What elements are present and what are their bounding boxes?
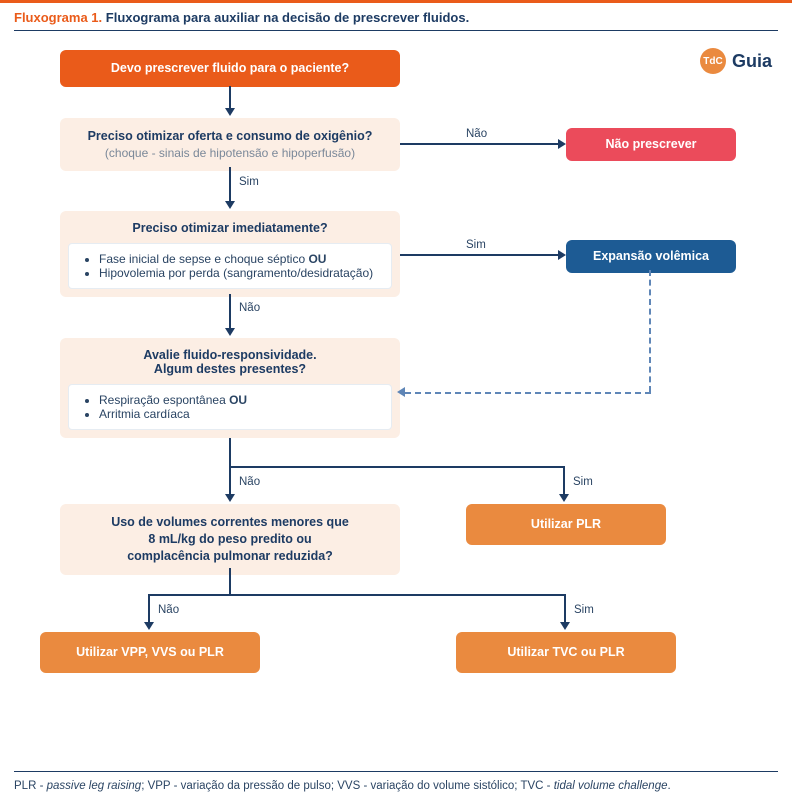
edge-h: [400, 254, 560, 256]
edge-label-nao: Não: [239, 476, 260, 488]
footer-glossary: PLR - passive leg raising; VPP - variaçã…: [14, 780, 778, 792]
expand-text: Expansão volêmica: [593, 249, 709, 263]
node-low-volume-question: Uso de volumes correntes menores que 8 m…: [60, 504, 400, 575]
edge-dash-h: [405, 392, 651, 394]
edge-v: [229, 86, 231, 110]
arrowhead-down-icon: [225, 201, 235, 209]
edge-h-split: [148, 594, 566, 596]
edge-label-nao: Não: [158, 604, 179, 616]
top-orange-rule: [0, 0, 792, 3]
fluid-body: Respiração espontânea OU Arritmia cardía…: [68, 384, 392, 430]
header-prefix: Fluxograma 1.: [14, 10, 102, 25]
oxygen-title: Preciso otimizar oferta e consumo de oxi…: [74, 128, 386, 145]
edge-v: [564, 594, 566, 624]
edge-v: [229, 167, 231, 203]
arrowhead-right-icon: [558, 139, 566, 149]
edge-v: [148, 594, 150, 624]
flowchart-canvas: Devo prescrever fluido para o paciente? …: [0, 36, 792, 756]
edge-label-sim: Sim: [239, 176, 259, 188]
edge-v: [229, 568, 231, 594]
arrowhead-down-icon: [225, 108, 235, 116]
edge-label-sim: Sim: [573, 476, 593, 488]
node-use-vpp: Utilizar VPP, VVS ou PLR: [40, 632, 260, 673]
node-fluid-responsiveness: Avalie fluido-responsividade. Algum dest…: [60, 338, 400, 438]
edge-label-nao: Não: [239, 302, 260, 314]
no-prescribe-text: Não prescrever: [605, 137, 696, 151]
edge-dash-v: [649, 270, 651, 392]
immediate-bullet-1: Fase inicial de sepse e choque séptico O…: [99, 252, 379, 266]
arrowhead-down-icon: [559, 494, 569, 502]
immediate-bullet-2: Hipovolemia por perda (sangramento/desid…: [99, 266, 379, 280]
header-text: Fluxograma para auxiliar na decisão de p…: [106, 10, 469, 25]
edge-label-nao: Não: [466, 128, 487, 140]
node-no-prescribe: Não prescrever: [566, 128, 736, 161]
node-volume-expansion: Expansão volêmica: [566, 240, 736, 273]
edge-v: [229, 294, 231, 330]
arrowhead-down-icon: [560, 622, 570, 630]
edge-h-split: [229, 466, 565, 468]
node-oxygen-question: Preciso otimizar oferta e consumo de oxi…: [60, 118, 400, 171]
edge-v: [229, 438, 231, 466]
edge-label-sim: Sim: [574, 604, 594, 616]
immediate-body: Fase inicial de sepse e choque séptico O…: [68, 243, 392, 289]
edge-h: [400, 143, 560, 145]
header-title: Fluxograma 1. Fluxograma para auxiliar n…: [14, 10, 778, 25]
edge-v: [229, 466, 231, 496]
node-start: Devo prescrever fluido para o paciente?: [60, 50, 400, 87]
fluid-bullet-2: Arritmia cardíaca: [99, 407, 379, 421]
arrowhead-down-icon: [144, 622, 154, 630]
arrowhead-down-icon: [225, 494, 235, 502]
fluid-title: Avalie fluido-responsividade. Algum dest…: [60, 338, 400, 384]
use-vpp-text: Utilizar VPP, VVS ou PLR: [76, 645, 224, 659]
footer-rule: [14, 771, 778, 772]
edge-label-sim: Sim: [466, 239, 486, 251]
arrowhead-left-dash-icon: [397, 387, 405, 397]
arrowhead-right-icon: [558, 250, 566, 260]
use-tvc-text: Utilizar TVC ou PLR: [507, 645, 624, 659]
immediate-title: Preciso otimizar imediatamente?: [60, 211, 400, 243]
oxygen-subtitle: (choque - sinais de hipotensão e hipoper…: [74, 145, 386, 161]
header-underline: [14, 30, 778, 31]
fluid-bullet-1: Respiração espontânea OU: [99, 393, 379, 407]
node-start-text: Devo prescrever fluido para o paciente?: [111, 61, 349, 75]
edge-v: [563, 466, 565, 496]
node-use-tvc: Utilizar TVC ou PLR: [456, 632, 676, 673]
node-use-plr: Utilizar PLR: [466, 504, 666, 545]
arrowhead-down-icon: [225, 328, 235, 336]
node-immediate-question: Preciso otimizar imediatamente? Fase ini…: [60, 211, 400, 297]
use-plr-text: Utilizar PLR: [531, 517, 601, 531]
